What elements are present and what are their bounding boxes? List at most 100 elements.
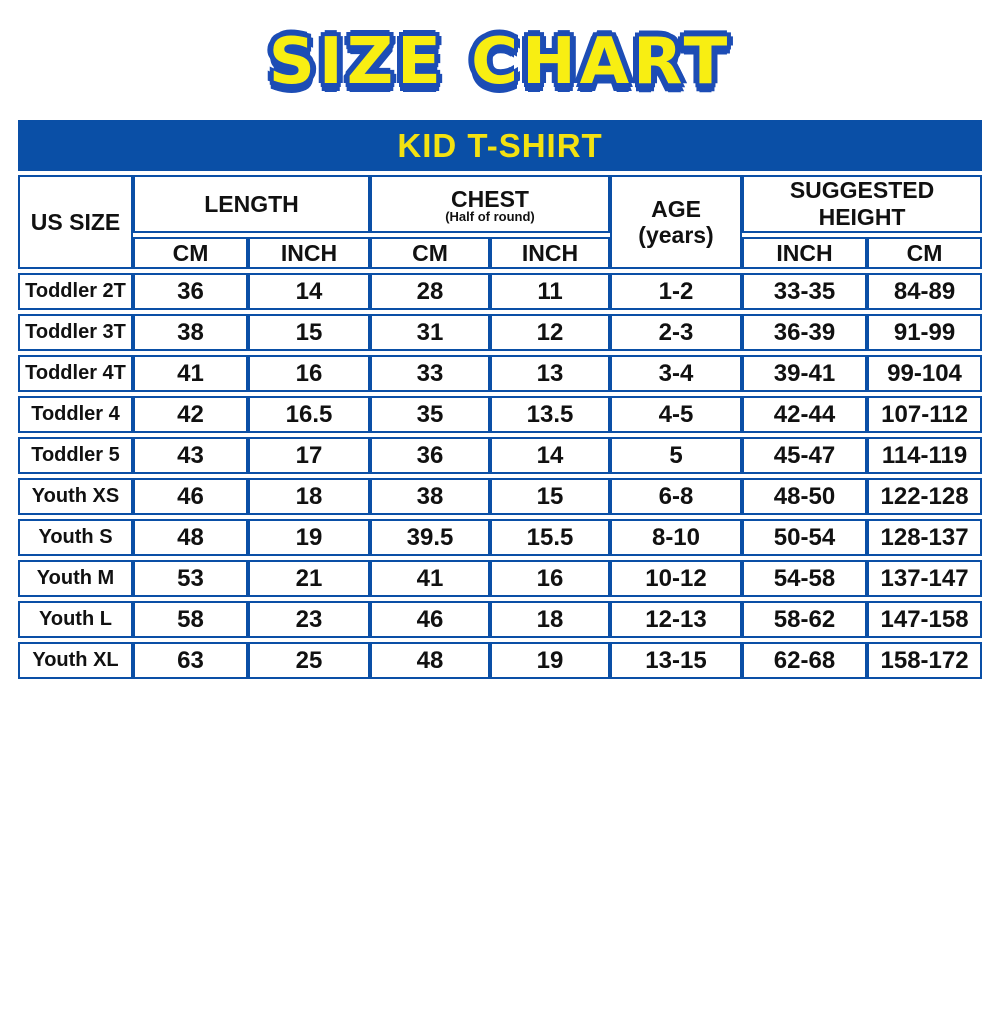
table-row: Toddler 3T 38 15 31 12 2-3 36-39 91-99 [18,314,983,351]
table-title-band: KID T-SHIRT [18,120,983,171]
value-cell: 14 [248,273,370,310]
value-cell: 50-54 [742,519,867,556]
table-row: Youth XL 63 25 48 19 13-15 62-68 158-172 [18,642,983,679]
row-label-cell: Toddler 5 [18,437,133,474]
header-us-size: US SIZE [18,175,133,269]
value-cell: 39-41 [742,355,867,392]
table-row: Youth XS 46 18 38 15 6-8 48-50 122-128 [18,478,983,515]
subheader-length-cm: CM [133,237,248,269]
table-title-row: KID T-SHIRT [18,120,983,171]
value-cell: 122-128 [867,478,983,515]
value-cell: 41 [133,355,248,392]
value-cell: 4-5 [610,396,742,433]
value-cell: 35 [370,396,490,433]
value-cell: 58-62 [742,601,867,638]
value-cell: 5 [610,437,742,474]
value-cell: 43 [133,437,248,474]
header-group-row: US SIZE LENGTH CHEST (Half of round) AGE… [18,175,983,269]
value-cell: 17 [248,437,370,474]
value-cell: 15.5 [490,519,610,556]
header-chest-label: CHEST [451,185,529,212]
subheader-chest-cm: CM [370,237,490,269]
header-suggested-height: SUGGESTED HEIGHT [742,175,983,233]
page-title: SIZE CHART [268,25,732,99]
table-row: Toddler 5 43 17 36 14 5 45-47 114-119 [18,437,983,474]
value-cell: 36-39 [742,314,867,351]
value-cell: 41 [370,560,490,597]
value-cell: 33 [370,355,490,392]
value-cell: 15 [490,478,610,515]
value-cell: 23 [248,601,370,638]
value-cell: 14 [490,437,610,474]
value-cell: 84-89 [867,273,983,310]
row-label-cell: Youth XS [18,478,133,515]
value-cell: 11 [490,273,610,310]
value-cell: 3-4 [610,355,742,392]
value-cell: 10-12 [610,560,742,597]
value-cell: 45-47 [742,437,867,474]
value-cell: 42 [133,396,248,433]
value-cell: 19 [490,642,610,679]
row-label-cell: Youth S [18,519,133,556]
table-row: Toddler 4T 41 16 33 13 3-4 39-41 99-104 [18,355,983,392]
row-label-cell: Youth L [18,601,133,638]
value-cell: 58 [133,601,248,638]
value-cell: 25 [248,642,370,679]
value-cell: 147-158 [867,601,983,638]
value-cell: 8-10 [610,519,742,556]
table-row: Youth M 53 21 41 16 10-12 54-58 137-147 [18,560,983,597]
value-cell: 137-147 [867,560,983,597]
row-label-cell: Toddler 3T [18,314,133,351]
value-cell: 16 [490,560,610,597]
value-cell: 54-58 [742,560,867,597]
row-label-cell: Toddler 4T [18,355,133,392]
value-cell: 46 [370,601,490,638]
value-cell: 42-44 [742,396,867,433]
value-cell: 6-8 [610,478,742,515]
value-cell: 28 [370,273,490,310]
size-table: KID T-SHIRT US SIZE LENGTH CHEST (Half o… [18,116,983,683]
value-cell: 48 [133,519,248,556]
value-cell: 107-112 [867,396,983,433]
subheader-length-inch: INCH [248,237,370,269]
row-label-cell: Youth XL [18,642,133,679]
value-cell: 99-104 [867,355,983,392]
value-cell: 46 [133,478,248,515]
value-cell: 13.5 [490,396,610,433]
value-cell: 158-172 [867,642,983,679]
row-label-cell: Youth M [18,560,133,597]
value-cell: 128-137 [867,519,983,556]
subheader-height-inch: INCH [742,237,867,269]
value-cell: 12-13 [610,601,742,638]
value-cell: 16.5 [248,396,370,433]
value-cell: 53 [133,560,248,597]
value-cell: 21 [248,560,370,597]
value-cell: 39.5 [370,519,490,556]
value-cell: 38 [133,314,248,351]
value-cell: 31 [370,314,490,351]
value-cell: 13-15 [610,642,742,679]
header-age-label: AGE [651,196,701,222]
header-chest-note: (Half of round) [445,208,535,224]
value-cell: 15 [248,314,370,351]
header-unit-row: CM INCH CM INCH INCH CM [18,237,983,269]
value-cell: 1-2 [610,273,742,310]
value-cell: 19 [248,519,370,556]
value-cell: 18 [248,478,370,515]
table-row: Youth S 48 19 39.5 15.5 8-10 50-54 128-137 [18,519,983,556]
value-cell: 12 [490,314,610,351]
subheader-height-cm: CM [867,237,983,269]
header-chest: CHEST (Half of round) [370,175,610,233]
subheader-chest-inch: INCH [490,237,610,269]
value-cell: 16 [248,355,370,392]
size-chart-container: KID T-SHIRT US SIZE LENGTH CHEST (Half o… [0,116,1000,683]
header-age-unit: (years) [638,222,714,248]
value-cell: 18 [490,601,610,638]
value-cell: 38 [370,478,490,515]
table-row: Toddler 2T 36 14 28 11 1-2 33-35 84-89 [18,273,983,310]
value-cell: 63 [133,642,248,679]
header-length: LENGTH [133,175,370,233]
value-cell: 91-99 [867,314,983,351]
value-cell: 2-3 [610,314,742,351]
value-cell: 13 [490,355,610,392]
